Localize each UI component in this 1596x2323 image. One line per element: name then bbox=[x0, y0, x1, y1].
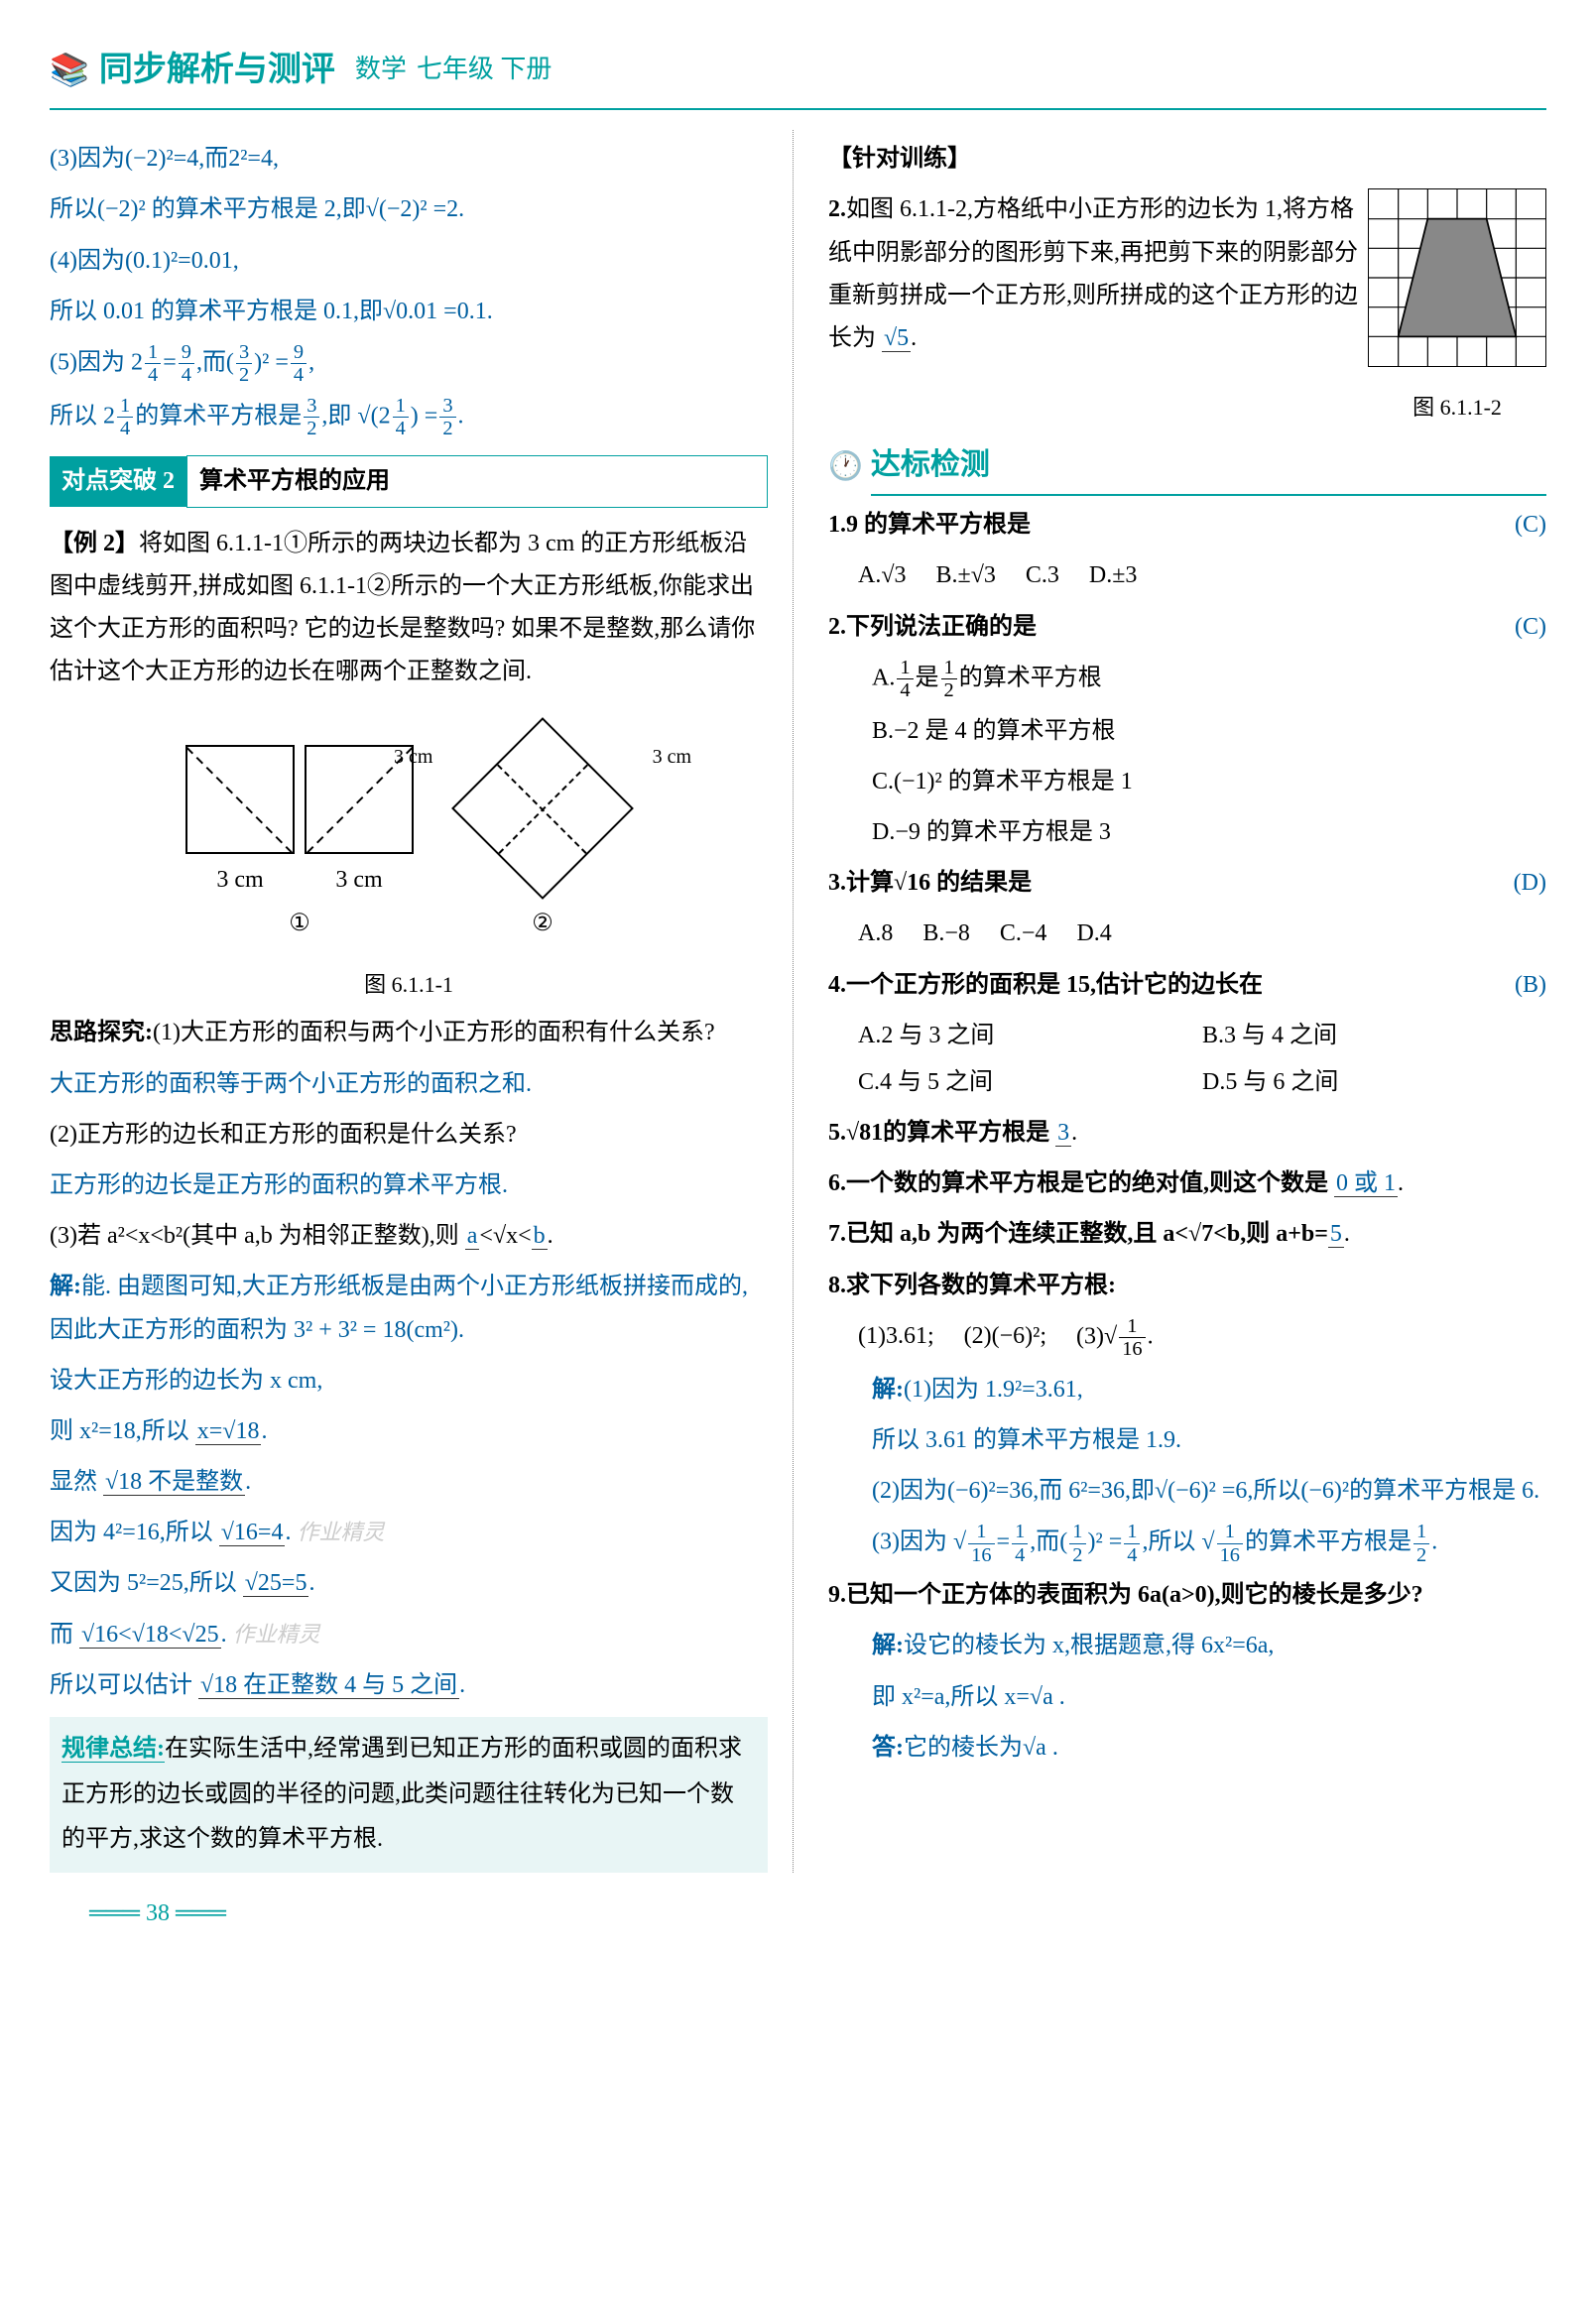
solution-3: 则 x²=18,所以 x=√18. bbox=[50, 1410, 768, 1453]
q4-options-2: C.4 与 5 之间D.5 与 6 之间 bbox=[828, 1061, 1546, 1104]
content-columns: (3)因为(−2)²=4,而2²=4, 所以(−2)² 的算术平方根是 2,即√… bbox=[50, 130, 1546, 1873]
q2-opt-a: A.14是12的算术平方根 bbox=[828, 657, 1546, 702]
example-label: 【例 2】 bbox=[50, 531, 139, 556]
solution-1: 解:能. 由题图可知,大正方形纸板是由两个小正方形纸板拼接而成的,因此大正方形的… bbox=[50, 1266, 768, 1351]
book-title: 同步解析与测评 bbox=[99, 40, 335, 100]
q8-sol-1a: 解:(1)因为 1.9²=3.61, bbox=[828, 1369, 1546, 1411]
solution-6: 又因为 5²=25,所以 √25=5. bbox=[50, 1562, 768, 1605]
q2: 2.下列说法正确的是 (C) bbox=[828, 606, 1546, 649]
section-tag: 对点突破 2 bbox=[50, 456, 186, 507]
q9-ans: 答:它的棱长为√a . bbox=[828, 1727, 1546, 1770]
solution-8: 所以可以估计 √18 在正整数 4 与 5 之间. bbox=[50, 1664, 768, 1707]
solution-5: 因为 4²=16,所以 √16=4. 作业精灵 bbox=[50, 1512, 768, 1554]
sol-4b: 所以 0.01 的算术平方根是 0.1,即√0.01 =0.1. bbox=[50, 291, 768, 333]
solution-2: 设大正方形的边长为 x cm, bbox=[50, 1360, 768, 1403]
q9-sol-2: 即 x²=a,所以 x=√a . bbox=[828, 1676, 1546, 1719]
q8-sol-3: (3)因为 √116=14,而(12)² =14,所以 √116的算术平方根是1… bbox=[828, 1521, 1546, 1566]
analysis-1: 思路探究:(1)大正方形的面积与两个小正方形的面积有什么关系? bbox=[50, 1012, 768, 1054]
q4-options-1: A.2 与 3 之间B.3 与 4 之间 bbox=[828, 1015, 1546, 1057]
left-column: (3)因为(−2)²=4,而2²=4, 所以(−2)² 的算术平方根是 2,即√… bbox=[50, 130, 794, 1873]
q8: 8.求下列各数的算术平方根: bbox=[828, 1265, 1546, 1307]
figure-6-1-1-1: 3 cm 3 cm ① 3 cm 3 cm ② bbox=[50, 714, 768, 945]
q5: 5.√81的算术平方根是 3. bbox=[828, 1112, 1546, 1155]
watermark: 作业精灵 bbox=[297, 1520, 384, 1544]
q8-sol-1b: 所以 3.61 的算术平方根是 1.9. bbox=[828, 1419, 1546, 1462]
fig-number-2: ② bbox=[448, 903, 637, 945]
right-column: 【针对训练】 图 6.1.1-2 2.如图 6.1.1-2,方格纸中小正方形的边… bbox=[823, 130, 1546, 1873]
q2-opt-c: C.(−1)² 的算术平方根是 1 bbox=[828, 761, 1546, 803]
page-header: 📚 同步解析与测评 数学 七年级 下册 bbox=[50, 40, 1546, 110]
section-title: 算术平方根的应用 bbox=[186, 455, 768, 508]
q9: 9.已知一个正方体的表面积为 6a(a>0),则它的棱长是多少? bbox=[828, 1574, 1546, 1617]
sol-4a: (4)因为(0.1)²=0.01, bbox=[50, 240, 768, 283]
figure-caption: 图 6.1.1-2 bbox=[1368, 388, 1546, 428]
clock-icon: 🕐 bbox=[828, 442, 863, 492]
dabiao-title: 达标检测 bbox=[871, 438, 1546, 496]
q9-sol-1: 解:设它的棱长为 x,根据题意,得 6x²=6a, bbox=[828, 1625, 1546, 1667]
summary-box: 规律总结:在实际生活中,经常遇到已知正方形的面积或圆的面积求正方形的边长或圆的半… bbox=[50, 1717, 768, 1873]
q8-parts: (1)3.61; (2)(−6)²; (3)√116. bbox=[828, 1315, 1546, 1361]
q2-opt-d: D.−9 的算术平方根是 3 bbox=[828, 811, 1546, 854]
sol-5a: (5)因为 214=94,而(32)² =94, bbox=[50, 341, 768, 387]
figure-6-1-1-2: 图 6.1.1-2 bbox=[1368, 188, 1546, 427]
analysis-2-ans: 正方形的边长是正方形的面积的算术平方根. bbox=[50, 1164, 768, 1207]
sol-3a: (3)因为(−2)²=4,而2²=4, bbox=[50, 138, 768, 181]
dabiao-heading: 🕐 达标检测 bbox=[828, 438, 1546, 496]
q4: 4.一个正方形的面积是 15,估计它的边长在 (B) bbox=[828, 964, 1546, 1007]
section-header: 对点突破 2 算术平方根的应用 bbox=[50, 455, 768, 508]
q1-answer: (C) bbox=[1515, 504, 1546, 547]
training-label: 【针对训练】 bbox=[828, 138, 1546, 181]
q1-options: A.√3B.±√3C.3D.±3 bbox=[828, 554, 1546, 597]
watermark: 作业精灵 bbox=[233, 1622, 320, 1647]
figure-caption: 图 6.1.1-1 bbox=[50, 965, 768, 1005]
analysis-3: (3)若 a²<x<b²(其中 a,b 为相邻正整数),则 a<√x<b. bbox=[50, 1215, 768, 1258]
sol-3b: 所以(−2)² 的算术平方根是 2,即√(−2)² =2. bbox=[50, 188, 768, 231]
solution-4: 显然 √18 不是整数. bbox=[50, 1461, 768, 1504]
q3-answer: (D) bbox=[1514, 862, 1546, 905]
grade: 七年级 下册 bbox=[417, 47, 552, 93]
q8-sol-2: (2)因为(−6)²=36,而 6²=36,即√(−6)² =6,所以(−6)²… bbox=[828, 1470, 1546, 1513]
subject: 数学 bbox=[355, 47, 407, 93]
q7: 7.已知 a,b 为两个连续正整数,且 a<√7<b,则 a+b=5. bbox=[828, 1213, 1546, 1256]
q4-answer: (B) bbox=[1515, 964, 1546, 1007]
page-number: 38 bbox=[50, 1893, 1546, 1935]
analysis-label: 思路探究: bbox=[50, 1020, 153, 1045]
analysis-2: (2)正方形的边长和正方形的面积是什么关系? bbox=[50, 1114, 768, 1157]
q3: 3.计算√16 的结果是 (D) bbox=[828, 862, 1546, 905]
solution-7: 而 √16<√18<√25. 作业精灵 bbox=[50, 1614, 768, 1656]
q6: 6.一个数的算术平方根是它的绝对值,则这个数是 0 或 1. bbox=[828, 1162, 1546, 1205]
summary-label: 规律总结: bbox=[61, 1736, 165, 1763]
example-2: 【例 2】将如图 6.1.1-1①所示的两块边长都为 3 cm 的正方形纸板沿图… bbox=[50, 523, 768, 694]
logo-icon: 📚 bbox=[50, 42, 89, 99]
q2-answer: (C) bbox=[1515, 606, 1546, 649]
q2-opt-b: B.−2 是 4 的算术平方根 bbox=[828, 710, 1546, 753]
q3-options: A.8B.−8C.−4D.4 bbox=[828, 913, 1546, 955]
sol-5b: 所以 214的算术平方根是32,即 √(214) =32. bbox=[50, 395, 768, 440]
example-body: 将如图 6.1.1-1①所示的两块边长都为 3 cm 的正方形纸板沿图中虚线剪开… bbox=[50, 531, 755, 685]
q1: 1.9 的算术平方根是 (C) bbox=[828, 504, 1546, 547]
analysis-1-ans: 大正方形的面积等于两个小正方形的面积之和. bbox=[50, 1063, 768, 1106]
